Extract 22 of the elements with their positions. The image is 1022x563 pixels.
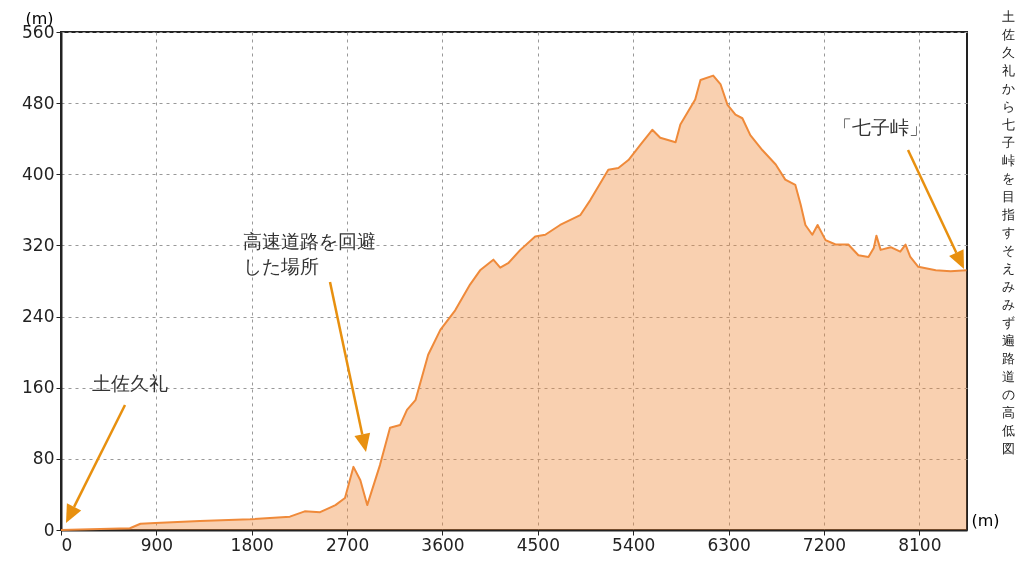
x-tick-label: 900 [140,534,174,555]
annotation: 「七子峠」 [832,116,928,138]
annotation: 土佐久礼 [92,372,168,394]
y-tick-label: 160 [22,377,55,398]
x-tick-label: 7200 [802,534,847,555]
y-tick-label: 0 [43,519,55,540]
y-tick-label: 240 [22,306,55,327]
y-tick-label: 320 [22,234,55,255]
annotation: 高速道路を回避した場所 [243,230,376,277]
x-axis-title: (m) [971,510,1000,530]
y-tick-label: 80 [32,448,55,469]
y-tick-label: 480 [22,92,55,113]
x-tick-label: 0 [61,534,73,555]
x-tick-label: 6300 [707,534,751,555]
chart-title: 土佐久礼から七子峠を目指すそえみみず遍路道の高低図 [1002,9,1015,456]
x-tick-label: 5400 [612,534,656,555]
x-tick-label: 2700 [325,534,370,555]
x-tick-label: 1800 [230,534,274,555]
y-tick-label: 400 [22,163,55,184]
x-tick-label: 4500 [516,534,560,555]
x-tick-label: 8100 [898,534,942,555]
x-tick-label: 3600 [421,534,465,555]
